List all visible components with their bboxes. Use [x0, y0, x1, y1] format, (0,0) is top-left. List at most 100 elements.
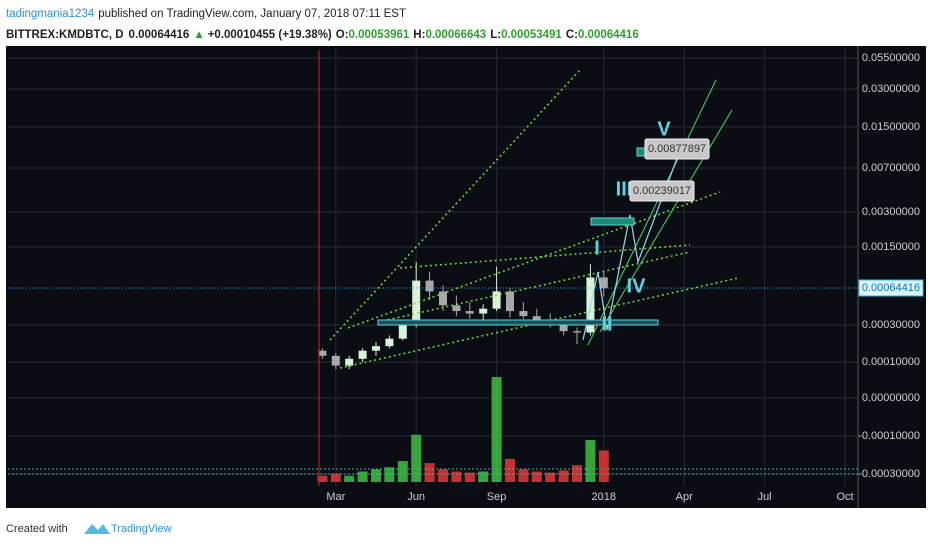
- x-tick-label: Apr: [676, 491, 693, 503]
- ohlc-label: C:: [566, 29, 578, 41]
- channel-line: [587, 79, 717, 346]
- wave-channel: [587, 79, 733, 346]
- candle-body: [573, 331, 581, 333]
- wave-path: [582, 152, 680, 341]
- x-tick-label: Sep: [487, 491, 507, 503]
- y-tick-label: 0.00010000: [862, 356, 920, 368]
- volume-bar: [531, 471, 542, 482]
- volume-bar: [438, 469, 448, 482]
- candle-body: [412, 280, 421, 325]
- symbol-line: BITTREX:KMDBTC, D 0.00064416 ▲ +0.00010455 …: [6, 29, 639, 41]
- ohlc-value: 0.00064416: [578, 29, 639, 41]
- wave-label: II: [601, 313, 612, 335]
- x-tick-label: Jul: [758, 491, 772, 503]
- candle-body: [519, 311, 528, 317]
- chart-bg: [6, 46, 926, 486]
- y-tick-label: 0.00150000: [862, 241, 920, 253]
- support-zone: [377, 319, 659, 326]
- wave-label: III: [616, 178, 633, 200]
- volume-bar: [397, 461, 408, 482]
- trend-line: [399, 244, 691, 269]
- candle-body: [479, 308, 488, 314]
- candle-body: [532, 316, 541, 321]
- candle-body: [425, 280, 434, 292]
- candle-body: [492, 291, 501, 309]
- header-line: tadingmania1234 published on TradingView.…: [6, 8, 406, 20]
- volume-bar: [545, 472, 556, 482]
- wave-label: I: [594, 237, 600, 259]
- change: +0.00010455 (+19.38%): [208, 29, 332, 41]
- candle-body: [372, 346, 380, 351]
- target-zone: [590, 217, 635, 226]
- ohlc-value: 0.00066643: [425, 29, 486, 41]
- x-tick-label: Mar: [326, 491, 345, 503]
- ohlc-value: 0.00053491: [501, 29, 562, 41]
- y-tick-label: 0.00030000: [862, 319, 920, 331]
- candle-body: [452, 305, 461, 312]
- candle-body: [506, 291, 514, 312]
- last-price-tag: [858, 279, 924, 297]
- candle-body: [358, 350, 367, 359]
- y-tick-label: -0.00030000: [858, 468, 920, 480]
- candle-body: [318, 350, 327, 356]
- published: published on TradingView.com, January 07…: [98, 8, 406, 20]
- y-tick-label: 0.01500000: [862, 121, 920, 133]
- volume-bar: [505, 458, 515, 482]
- candle-body: [398, 325, 407, 339]
- candle-body: [599, 277, 608, 289]
- x-tick-label: 2018: [592, 491, 616, 503]
- price-callout-label: 0.00877897: [648, 143, 706, 155]
- price: 0.00064416: [129, 29, 190, 41]
- volume-bar: [585, 440, 596, 482]
- price-callout: [629, 180, 695, 202]
- volume-bar: [317, 475, 328, 482]
- y-tick-label: 0.00700000: [862, 162, 920, 174]
- y-tick-label: 0.00000000: [862, 392, 920, 404]
- volume-bar: [598, 450, 609, 482]
- author[interactable]: tadingmania1234: [6, 8, 95, 20]
- brand[interactable]: TradingView: [111, 523, 172, 535]
- candle-body: [385, 338, 394, 347]
- volume-bar: [491, 377, 502, 482]
- last-price-label: 0.00064416: [862, 282, 920, 294]
- volume-bar: [451, 471, 462, 482]
- ohlc-label: H:: [413, 29, 425, 41]
- candle-body: [345, 358, 354, 366]
- x-tick-label: Oct: [836, 491, 853, 503]
- volume-bar: [357, 471, 368, 482]
- y-tick-label: 0.03000000: [862, 83, 920, 95]
- volume-bar: [464, 472, 475, 482]
- volume-bar: [518, 469, 529, 482]
- volume-bar: [558, 470, 569, 482]
- footer: Created with TradingView: [6, 523, 172, 535]
- trend-line: [329, 69, 581, 341]
- price-callout-label: 0.00239017: [633, 185, 691, 197]
- volume-bar: [371, 469, 381, 482]
- volume-bar: [478, 471, 489, 482]
- wave-label: V: [657, 118, 671, 140]
- candle-body: [465, 311, 474, 314]
- price-callout: [644, 138, 710, 160]
- up-arrow: ▲: [193, 29, 204, 41]
- y-tick-label: 0.00300000: [862, 206, 920, 218]
- candle-body: [439, 291, 447, 306]
- volume-bar: [330, 473, 341, 482]
- volume-bar: [384, 467, 395, 482]
- channel-line: [599, 109, 733, 333]
- footer-text: Created with: [6, 523, 68, 535]
- volume-bar: [344, 475, 355, 482]
- time-axis-bg: [6, 486, 926, 508]
- plot: 0.05500000 0.03000000 0.01500000 0.00700000…: [8, 48, 924, 503]
- trend-line: [339, 277, 739, 369]
- brand-logo: [84, 524, 110, 534]
- volume-bar: [411, 434, 422, 482]
- x-tick-label: Jun: [407, 491, 425, 503]
- candle-body: [559, 323, 568, 332]
- ohlc-label: L:: [490, 29, 501, 41]
- wave-label: IV: [627, 275, 647, 297]
- y-tick-label: 0.05500000: [862, 52, 920, 64]
- trend-line: [347, 191, 721, 329]
- candle-body: [331, 355, 340, 366]
